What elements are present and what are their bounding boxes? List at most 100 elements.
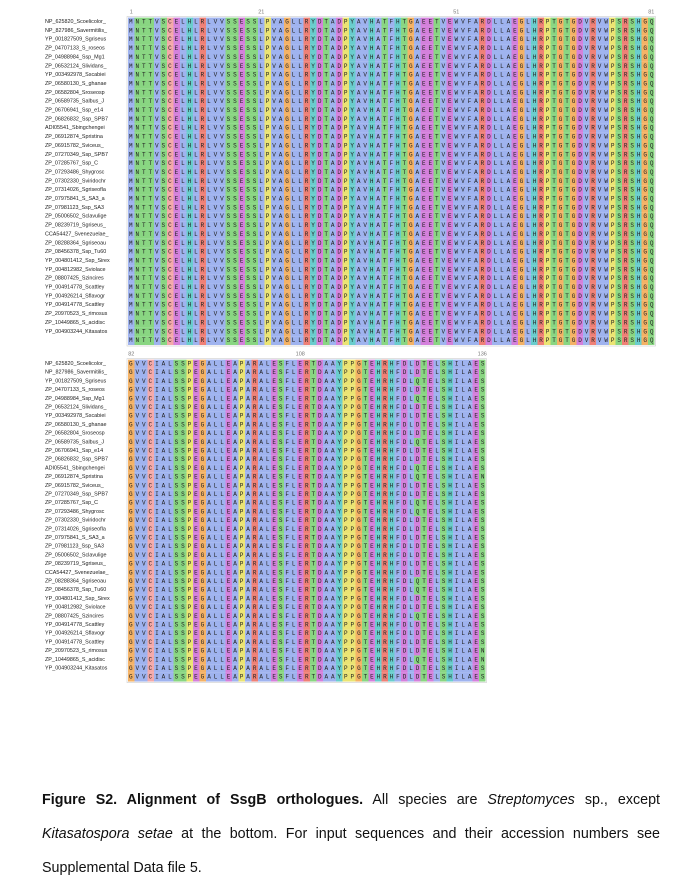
residue-cell [297, 132, 304, 142]
residue-cell [199, 533, 206, 543]
residue-cell [225, 274, 232, 284]
residue-cell [342, 300, 349, 310]
residue-cell [186, 79, 193, 89]
residue-cell [407, 17, 414, 27]
residue-cell [160, 368, 167, 378]
residue-cell [453, 176, 460, 186]
residue-cell [225, 603, 232, 612]
residue-cell [537, 309, 544, 319]
residue-cell [394, 524, 401, 534]
residue-cell [199, 300, 206, 310]
residue-cell [388, 464, 395, 473]
residue-cell [323, 221, 330, 230]
residue-cell [615, 212, 622, 222]
residue-cell [271, 185, 278, 195]
residue-cell [212, 437, 219, 447]
residue-cell [225, 291, 232, 301]
residue-cell [479, 603, 486, 612]
residue-cell [479, 377, 486, 386]
residue-cell [420, 368, 427, 378]
residue-cell [472, 472, 479, 482]
residue-cell [375, 559, 382, 569]
residue-cell [154, 212, 161, 222]
residue-cell [602, 61, 609, 71]
residue-cell [615, 52, 622, 62]
residue-cell [290, 212, 297, 222]
residue-cell [440, 194, 447, 204]
residue-cell [375, 17, 382, 27]
residue-cell [433, 437, 440, 447]
residue-cell [355, 150, 362, 160]
residue-cell [401, 256, 408, 266]
residue-cell [628, 123, 635, 133]
residue-cell [316, 603, 323, 612]
residue-cell [167, 455, 174, 465]
residue-cell [141, 176, 148, 186]
residue-cell [264, 291, 271, 301]
residue-cell [511, 97, 518, 107]
residue-cell [381, 61, 388, 71]
residue-cell [349, 611, 356, 621]
residue-cell [160, 44, 167, 53]
residue-cell [297, 141, 304, 151]
residue-cell [238, 533, 245, 543]
residue-cell [518, 70, 525, 80]
residue-cell [147, 620, 154, 630]
residue-cell [466, 359, 473, 369]
residue-cell [427, 274, 434, 284]
residue-cell [297, 646, 304, 656]
residue-cell [440, 247, 447, 257]
residue-cell [641, 291, 648, 301]
residue-cell [466, 411, 473, 421]
residue-cell [154, 603, 161, 612]
residue-cell [472, 123, 479, 133]
sequence: GVVCIALSSPEGALLEAPARALESFLERTDAAYPPGTEHR… [129, 387, 485, 394]
residue-cell [336, 17, 343, 27]
residue-cell [355, 291, 362, 301]
residue-cell [433, 377, 440, 386]
residue-cell [329, 420, 336, 430]
residue-cell [440, 17, 447, 27]
residue-cell [570, 35, 577, 45]
residue-cell [329, 238, 336, 248]
residue-cell [368, 481, 375, 491]
residue-cell [583, 88, 590, 98]
sequence-name: CCA54427_Svenezuelae_ [45, 570, 110, 576]
residue-cell [258, 238, 265, 248]
residue-cell [602, 17, 609, 27]
residue-cell [310, 455, 317, 465]
residue-cell [206, 176, 213, 186]
residue-cell [362, 159, 369, 169]
residue-cell [401, 114, 408, 124]
residue-cell [349, 176, 356, 186]
residue-cell [635, 238, 642, 248]
residue-cell [193, 97, 200, 107]
residue-cell [544, 114, 551, 124]
residue-cell [511, 283, 518, 292]
residue-cell [427, 464, 434, 473]
residue-cell [147, 437, 154, 447]
residue-cell [303, 318, 310, 328]
sequence-name: YP_004812982_Sviolace [45, 605, 106, 611]
residue-cell [388, 52, 395, 62]
residue-cell [316, 247, 323, 257]
sequence-name: ZP_06589735_Salbus_J [45, 439, 104, 445]
residue-cell [336, 403, 343, 412]
residue-cell [284, 411, 291, 421]
residue-cell [511, 168, 518, 177]
residue-cell [232, 106, 239, 115]
residue-cell [310, 585, 317, 595]
residue-cell [167, 420, 174, 430]
residue-cell [459, 359, 466, 369]
sequence-name: ZP_20970523_S_rimosus [45, 311, 108, 317]
residue-cell [576, 247, 583, 257]
residue-cell [336, 446, 343, 456]
residue-cell [180, 35, 187, 45]
residue-cell [381, 44, 388, 53]
residue-cell [329, 437, 336, 447]
residue-cell [336, 132, 343, 142]
residue-cell [557, 256, 564, 266]
residue-cell [271, 283, 278, 292]
residue-cell [362, 611, 369, 621]
residue-cell [492, 88, 499, 98]
